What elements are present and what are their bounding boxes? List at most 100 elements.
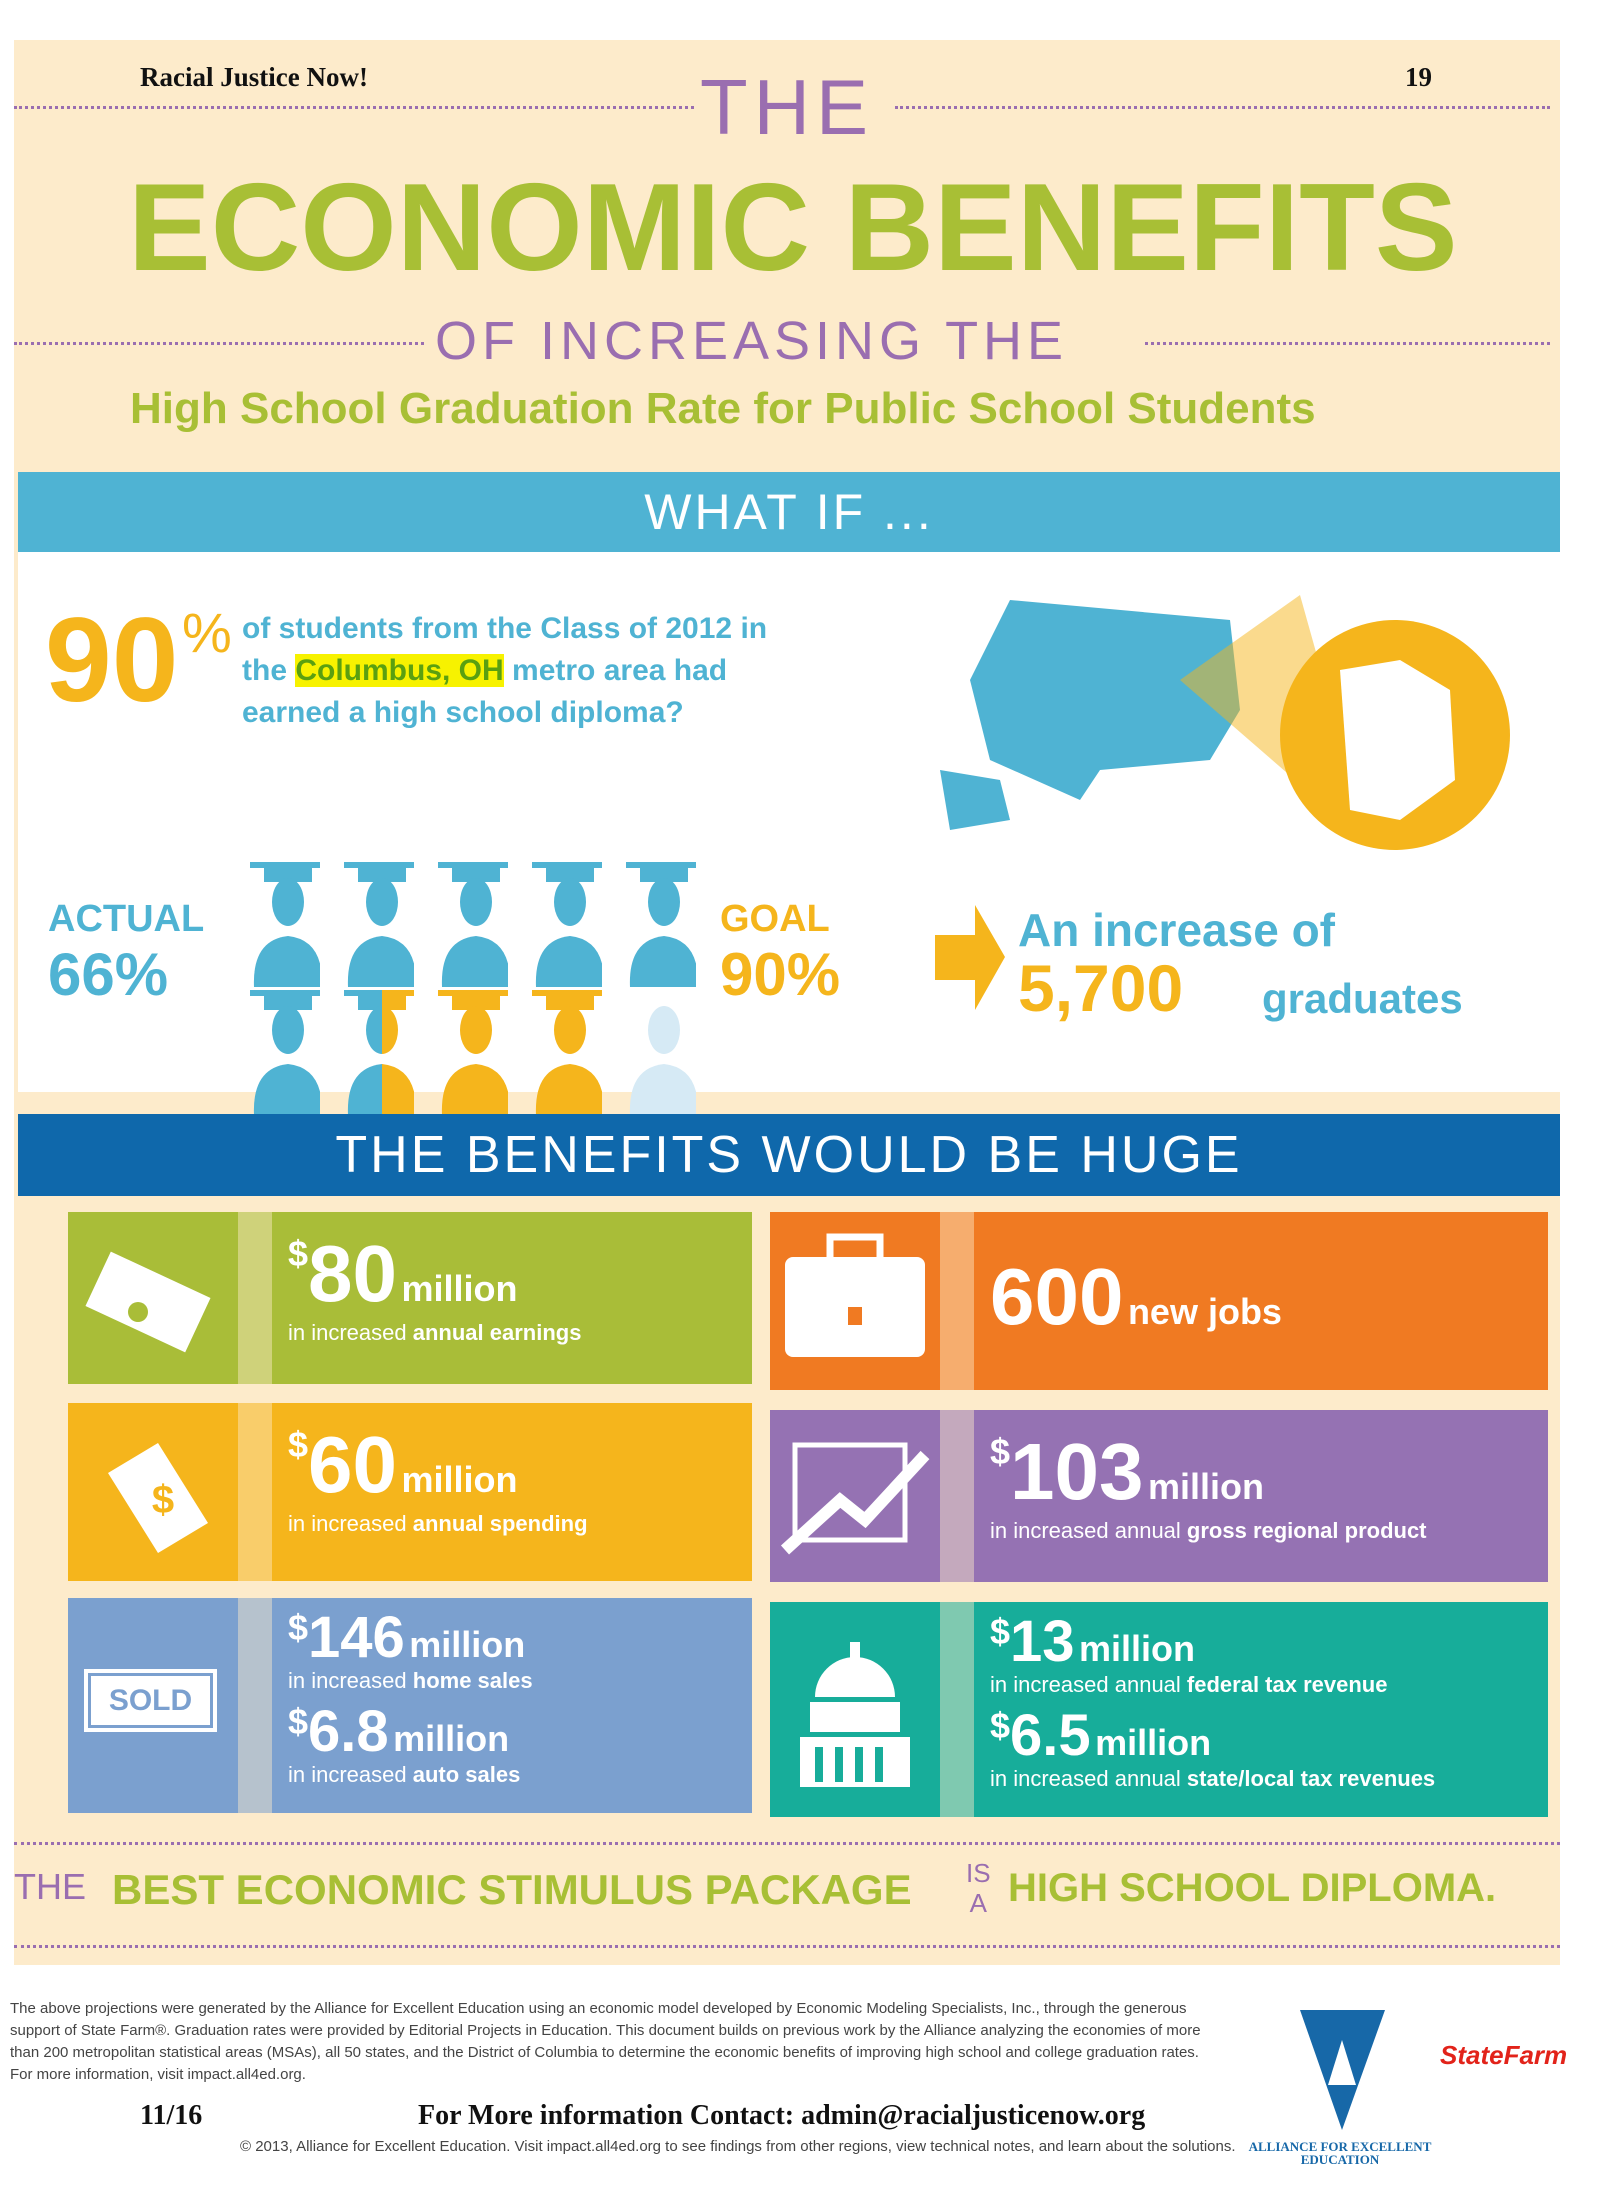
graduate-figure-icon bbox=[626, 862, 696, 987]
metro-highlight: Columbus, OH bbox=[295, 654, 504, 687]
what-if-banner: WHAT IF ... bbox=[18, 472, 1560, 552]
value: 146 bbox=[308, 1605, 405, 1670]
dollar: $ bbox=[288, 1607, 309, 1648]
statefarm-logo: StateFarm bbox=[1440, 2040, 1568, 2070]
goal-label: GOAL bbox=[720, 898, 830, 940]
alliance-name: ALLIANCE FOR EXCELLENT EDUCATION bbox=[1248, 2139, 1432, 2167]
increase-label: An increase of bbox=[1018, 904, 1335, 956]
text: auto sales bbox=[412, 1762, 521, 1787]
footer-date: 11/16 bbox=[140, 2100, 203, 2131]
unit: million bbox=[393, 1718, 510, 1759]
pct-90: 90 bbox=[45, 593, 179, 727]
question-line: of students from the Class of 2012 in bbox=[242, 612, 768, 645]
unit: million bbox=[409, 1624, 526, 1665]
value: 13 bbox=[1010, 1609, 1075, 1674]
question-line: earned a high school diploma? bbox=[242, 696, 684, 729]
text: A bbox=[969, 1888, 987, 1918]
benefit-sales: SOLD $146 million in increased home sales… bbox=[68, 1598, 752, 1813]
pct-sign: % bbox=[182, 601, 232, 664]
benefit-earnings: $80 million in increased annual earnings bbox=[68, 1212, 752, 1384]
graduate-figure-icon bbox=[344, 862, 414, 987]
unit: million bbox=[1147, 1466, 1264, 1507]
dollar: $ bbox=[288, 1233, 309, 1274]
graduate-figure-icon bbox=[438, 990, 508, 1115]
text: home sales bbox=[412, 1668, 533, 1693]
benefit-grp: $103 million in increased annual gross re… bbox=[770, 1410, 1548, 1582]
alliance-logo bbox=[1300, 2010, 1385, 2130]
divider bbox=[14, 106, 694, 109]
dollar: $ bbox=[990, 1611, 1011, 1652]
graduate-figure-icon bbox=[532, 990, 602, 1115]
value: 600 bbox=[990, 1252, 1124, 1341]
value: 103 bbox=[1010, 1427, 1144, 1516]
benefit-jobs: 600 new jobs bbox=[770, 1212, 1548, 1390]
goal-value: 90% bbox=[720, 941, 841, 1008]
text: in increased bbox=[288, 1511, 413, 1536]
dollar: $ bbox=[990, 1705, 1011, 1746]
sold-sign-icon: SOLD bbox=[68, 1598, 238, 1813]
footer-note: The above projections were generated by … bbox=[10, 2000, 1201, 2083]
capitol-icon bbox=[770, 1602, 940, 1817]
graduate-figure-icon bbox=[250, 862, 320, 987]
benefit-spending: $ $60 million in increased annual spendin… bbox=[68, 1403, 752, 1581]
tagline-part2: HIGH SCHOOL DIPLOMA. bbox=[1008, 1866, 1497, 1910]
increase-value: 5,700 bbox=[1018, 951, 1184, 1025]
text: state/local tax revenues bbox=[1186, 1766, 1436, 1791]
graduate-figure-icon bbox=[250, 990, 320, 1115]
benefit-tax: $13 million in increased annual federal t… bbox=[770, 1602, 1548, 1817]
page-number: 19 bbox=[1405, 62, 1432, 92]
graduate-figure-icon bbox=[532, 862, 602, 987]
unit: million bbox=[401, 1459, 518, 1500]
text: annual spending bbox=[412, 1511, 588, 1536]
briefcase-icon bbox=[770, 1212, 940, 1390]
unit: million bbox=[1095, 1722, 1212, 1763]
divider bbox=[14, 1842, 1560, 1845]
tagline-is-a: IS A bbox=[966, 1858, 991, 1918]
title-of: OF INCREASING THE bbox=[435, 311, 1069, 371]
title-sub: High School Graduation Rate for Public S… bbox=[130, 384, 1316, 433]
text: IS bbox=[966, 1858, 991, 1888]
question-line: the Columbus, OH metro area had bbox=[242, 650, 767, 692]
text: in increased bbox=[288, 1320, 413, 1345]
text: gross regional product bbox=[1186, 1518, 1427, 1543]
text: metro area had bbox=[503, 654, 728, 687]
text: in increased bbox=[288, 1668, 413, 1693]
unit: million bbox=[401, 1268, 518, 1309]
sold-text: SOLD bbox=[84, 1669, 217, 1732]
divider bbox=[14, 342, 424, 345]
tagline-the: THE bbox=[14, 1866, 86, 1907]
actual-label: ACTUAL bbox=[48, 898, 205, 940]
increase-unit: graduates bbox=[1262, 975, 1463, 1022]
graduate-figure-icon bbox=[438, 862, 508, 987]
dollar: $ bbox=[288, 1424, 309, 1465]
value: 6.5 bbox=[1010, 1703, 1091, 1768]
org-name: Racial Justice Now! bbox=[140, 62, 368, 92]
us-map-icon bbox=[940, 595, 1510, 850]
text: federal tax revenue bbox=[1186, 1672, 1388, 1697]
text: annual earnings bbox=[412, 1320, 582, 1345]
unit: new jobs bbox=[1127, 1291, 1282, 1332]
growth-chart-icon bbox=[770, 1410, 940, 1582]
divider bbox=[895, 106, 1550, 109]
text: in increased bbox=[288, 1762, 413, 1787]
footer-contact[interactable]: For More information Contact: admin@raci… bbox=[418, 2100, 1146, 2131]
svg-text:$: $ bbox=[152, 1478, 174, 1522]
graduate-figure-icon bbox=[344, 990, 414, 1115]
what-if-question: of students from the Class of 2012 in th… bbox=[242, 608, 767, 734]
text: in increased annual bbox=[990, 1518, 1187, 1543]
arrow-right-icon bbox=[935, 905, 1005, 1010]
actual-value: 66% bbox=[48, 941, 169, 1008]
title-the: THE bbox=[700, 63, 874, 151]
value: 60 bbox=[308, 1420, 398, 1509]
title-main: ECONOMIC BENEFITS bbox=[128, 159, 1458, 297]
dollar: $ bbox=[288, 1701, 309, 1742]
benefits-banner: THE BENEFITS WOULD BE HUGE bbox=[18, 1114, 1560, 1196]
graduate-figure-icon bbox=[629, 1006, 696, 1115]
text: in increased annual bbox=[990, 1672, 1187, 1697]
divider bbox=[14, 1945, 1560, 1948]
dollar: $ bbox=[990, 1431, 1011, 1472]
text: the bbox=[242, 654, 296, 687]
tagline-part1: BEST ECONOMIC STIMULUS PACKAGE bbox=[112, 1866, 912, 1913]
value: 80 bbox=[308, 1229, 398, 1318]
divider bbox=[1145, 342, 1550, 345]
